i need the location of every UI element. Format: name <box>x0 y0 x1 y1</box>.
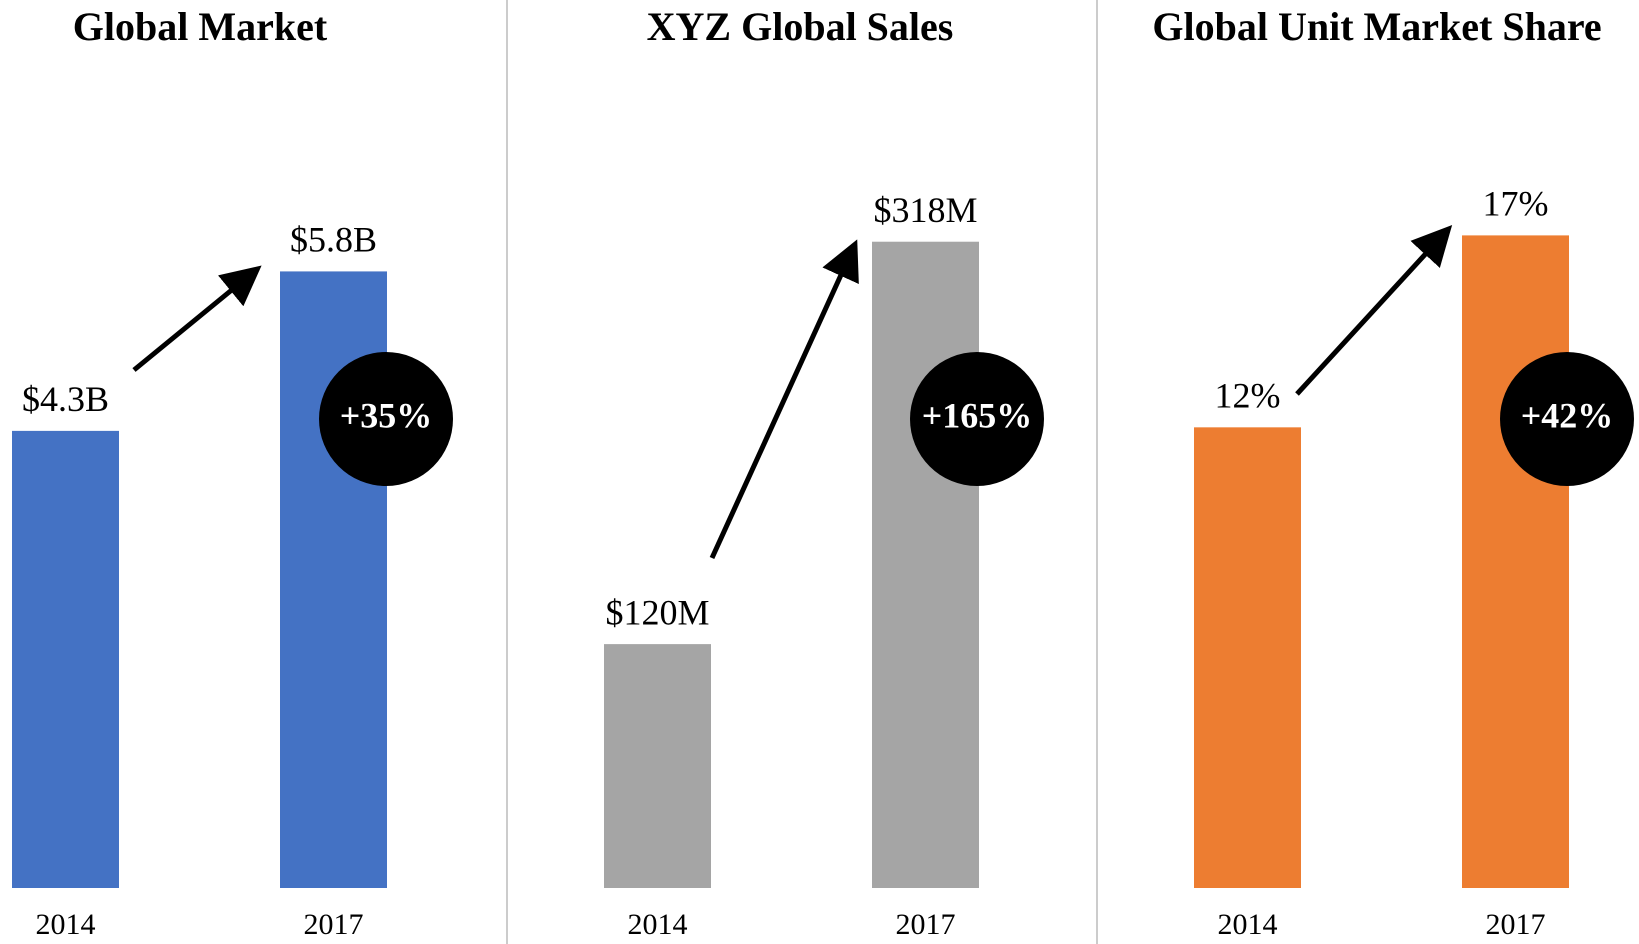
value-label: $318M <box>873 190 977 230</box>
growth-badge <box>319 352 453 486</box>
arrow <box>1295 224 1453 396</box>
x-tick-label: 2017 <box>304 908 364 941</box>
value-label: $4.3B <box>22 379 109 419</box>
value-label: 17% <box>1483 184 1549 224</box>
value-label: 12% <box>1215 376 1281 416</box>
growth-badge <box>910 352 1044 486</box>
growth-badge <box>1500 352 1634 486</box>
x-tick-label: 2014 <box>36 908 96 941</box>
chart-title: Global Market <box>73 4 328 49</box>
chart-title: Global Unit Market Share <box>1152 4 1601 49</box>
bar <box>12 430 119 888</box>
x-tick-label: 2017 <box>896 908 956 941</box>
value-label: $120M <box>605 592 709 632</box>
x-tick-label: 2014 <box>1218 908 1278 941</box>
chart-title: XYZ Global Sales <box>647 4 954 49</box>
arrow <box>709 239 859 560</box>
growth-label: +42% <box>1521 395 1614 435</box>
x-tick-label: 2014 <box>628 908 688 941</box>
growth-label: +165% <box>922 395 1033 435</box>
value-label: $5.8B <box>290 220 377 260</box>
arrow <box>132 265 262 372</box>
bar <box>1462 235 1569 888</box>
growth-label: +35% <box>340 395 433 435</box>
bar <box>1194 427 1301 888</box>
bar <box>872 241 979 888</box>
bar <box>604 644 711 888</box>
x-tick-label: 2017 <box>1486 908 1546 941</box>
